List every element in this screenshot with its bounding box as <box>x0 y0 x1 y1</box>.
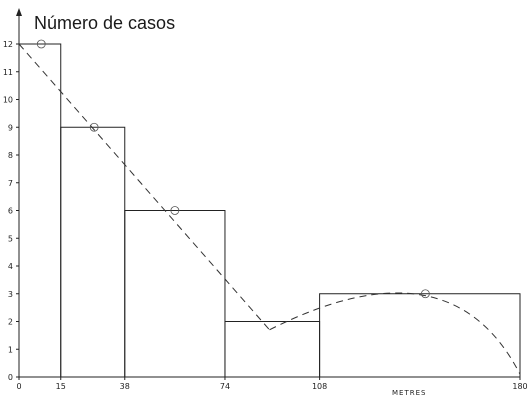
bar-4 <box>319 293 521 378</box>
y-tick-label-8: 8 <box>8 151 13 160</box>
y-tick-label-10: 10 <box>3 96 13 105</box>
bar-3 <box>224 321 321 378</box>
y-tick-label-1: 1 <box>8 345 13 354</box>
bar-0 <box>18 43 62 378</box>
y-tick-label-5: 5 <box>8 234 13 243</box>
x-tick-label-15: 15 <box>56 382 66 391</box>
x-tick-label-180: 180 <box>512 382 527 391</box>
y-tick-label-2: 2 <box>8 318 13 327</box>
marker-0 <box>36 39 46 49</box>
marker-1 <box>89 122 99 132</box>
x-tick-label-0: 0 <box>16 382 21 391</box>
bars <box>18 43 521 378</box>
y-tick-label-7: 7 <box>8 179 13 188</box>
y-tick-label-3: 3 <box>8 290 13 299</box>
y-axis-arrow <box>16 8 22 16</box>
bar-2 <box>124 210 226 378</box>
marker-3 <box>420 289 430 299</box>
marker-2 <box>170 206 180 215</box>
trend-line-0 <box>18 43 270 331</box>
y-tick-label-0: 0 <box>8 373 13 382</box>
x-tick-label-108: 108 <box>312 382 327 391</box>
x-ticks: 0 15 38 74 108 180 <box>16 377 528 391</box>
y-tick-label-6: 6 <box>8 207 13 216</box>
y-tick-label-11: 11 <box>3 68 13 77</box>
bar-1 <box>60 126 126 378</box>
trend-lines <box>18 43 521 375</box>
x-tick-label-74: 74 <box>220 382 230 391</box>
markers <box>36 39 430 299</box>
y-tick-label-9: 9 <box>8 123 13 132</box>
y-axis-title: Número de casos <box>34 13 175 33</box>
x-tick-label-38: 38 <box>120 382 130 391</box>
y-tick-label-12: 12 <box>3 40 13 49</box>
y-tick-label-4: 4 <box>8 262 13 271</box>
x-axis-title: METRES <box>392 389 426 397</box>
trend-line-1 <box>269 292 521 375</box>
